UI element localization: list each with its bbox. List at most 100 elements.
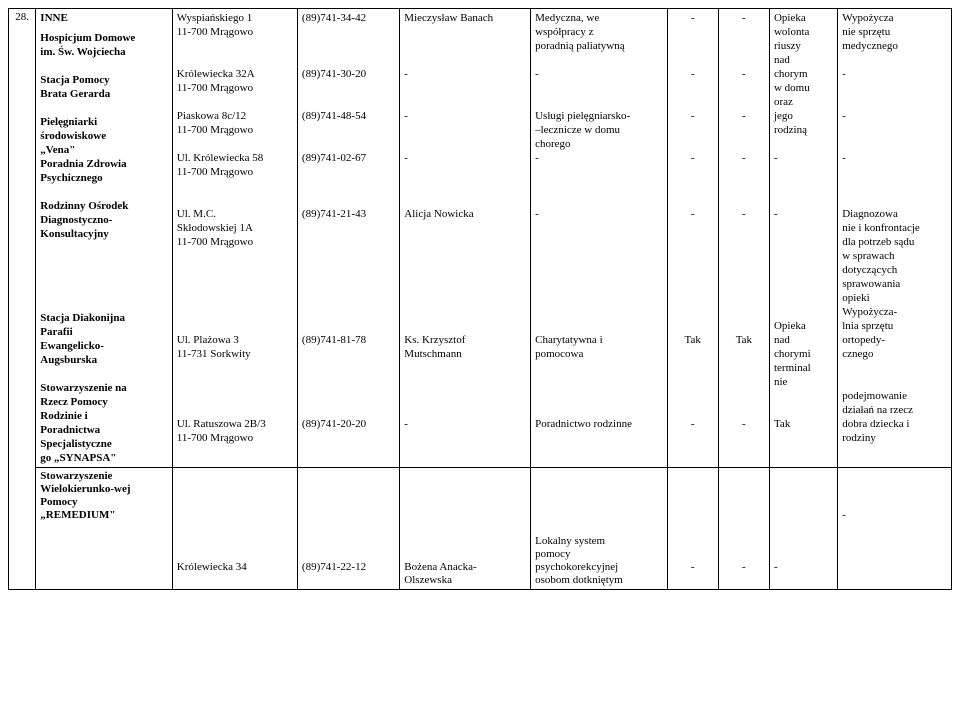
text-line: - (774, 561, 833, 574)
notes-cell: Wypożyczanie sprzętumedycznego---Diagnoz… (838, 9, 952, 468)
activity-cell-2: Lokalny systempomocypsychokorekcyjnejoso… (531, 468, 668, 590)
text-line: - (842, 151, 947, 165)
text-line: Królewiecka 32A (177, 67, 293, 81)
text-line: Poradnia Zdrowia (40, 157, 168, 171)
text-line: - (723, 417, 765, 431)
text-line: Ewangelicko- (40, 339, 168, 353)
text-line: (89)741-34-42 (302, 11, 395, 25)
text-line: Stacja Diakonijna (40, 311, 168, 325)
text-line: Konsultacyjny (40, 227, 168, 241)
text-line: - (404, 67, 526, 81)
text-line: 11-700 Mrągowo (177, 123, 293, 137)
text-line: dotyczących (842, 263, 947, 277)
text-line: Stowarzyszenie (40, 470, 168, 483)
phone-cell-2: (89)741-22-12 (297, 468, 399, 590)
text-line: pomocy (535, 548, 663, 561)
text-line: riuszy (774, 39, 833, 53)
address-cell-2: Królewiecka 34 (172, 468, 297, 590)
text-line: - (842, 109, 947, 123)
text-line: - (535, 207, 663, 221)
text-line: medycznego (842, 39, 947, 53)
text-line: Parafii (40, 325, 168, 339)
text-line: współpracy z (535, 25, 663, 39)
text-line: Mieczysław Banach (404, 11, 526, 25)
text-line: „Vena" (40, 143, 168, 157)
person-cell: Mieczysław Banach - - - Alicja Nowicka Ks. Kr… (400, 9, 531, 468)
text-line: 11-731 Sorkwity (177, 347, 293, 361)
text-line: oraz (774, 95, 833, 109)
text-line: nie i konfrontacje (842, 221, 947, 235)
text-line: pomocowa (535, 347, 663, 361)
care-cell-2: - (769, 468, 837, 590)
text-line: - (672, 561, 714, 574)
text-line: - (774, 151, 833, 165)
text-line: w domu (774, 81, 833, 95)
text-line: Bożena Anacka- (404, 561, 526, 574)
text-line: ortopedy- (842, 333, 947, 347)
text-line: Wypożycza (842, 11, 947, 25)
text-line: Ul. Ratuszowa 2B/3 (177, 417, 293, 431)
text-line: Opieka (774, 319, 833, 333)
text-line: - (774, 207, 833, 221)
text-line: 11-700 Mrągowo (177, 165, 293, 179)
notes-cell-2: - (838, 468, 952, 590)
text-line: jego (774, 109, 833, 123)
text-line: Poradnictwo rodzinne (535, 417, 663, 431)
text-line: Charytatywna i (535, 333, 663, 347)
text-line: 11-700 Mrągowo (177, 235, 293, 249)
text-line: „REMEDIUM" (40, 509, 168, 522)
care-cell: Opiekawolontariuszynadchorymw domuorazje… (769, 9, 837, 468)
flag2-cell-2: - (718, 468, 769, 590)
text-line: chorymi (774, 347, 833, 361)
name-cell: INNEHospicjum Domoweim. Św. WojciechaSta… (36, 9, 173, 468)
text-line: - (672, 109, 714, 123)
text-line: opieki (842, 291, 947, 305)
text-line: terminal (774, 361, 833, 375)
text-line: - (723, 561, 765, 574)
text-line: im. Św. Wojciecha (40, 45, 168, 59)
row-number: 28. (15, 11, 29, 23)
text-line: (89)741-81-78 (302, 333, 395, 347)
text-line: Wielokierunko-wej (40, 483, 168, 496)
text-line: - (723, 67, 765, 81)
text-line: Tak (774, 417, 833, 431)
text-line: (89)741-20-20 (302, 417, 395, 431)
phone-cell: (89)741-34-42(89)741-30-20(89)741-48-54(… (297, 9, 399, 468)
text-line: (89)741-22-12 (302, 561, 395, 574)
text-line: - (723, 109, 765, 123)
text-line: Królewiecka 34 (177, 561, 293, 574)
text-line: 11-700 Mrągowo (177, 431, 293, 445)
text-line: Skłodowskiej 1A (177, 221, 293, 235)
section-header: INNE (40, 11, 168, 25)
text-line: - (842, 509, 947, 522)
text-line: - (404, 151, 526, 165)
text-line: - (723, 151, 765, 165)
row-number-cell: 28. (9, 9, 36, 590)
text-line: Brata Gerarda (40, 87, 168, 101)
text-line: Diagnozowa (842, 207, 947, 221)
flag1-cell-2: - (667, 468, 718, 590)
text-line: Psychicznego (40, 171, 168, 185)
text-line: - (404, 417, 526, 431)
text-line: nie sprzętu (842, 25, 947, 39)
text-line: cznego (842, 347, 947, 361)
text-line: Ul. M.C. (177, 207, 293, 221)
person-cell-2: Bożena Anacka-Olszewska (400, 468, 531, 590)
text-line: chorym (774, 67, 833, 81)
activity-cell: Medyczna, wewspółpracy zporadnią paliaty… (531, 9, 668, 468)
text-line: Wypożycza- (842, 305, 947, 319)
document-table: 28. INNEHospicjum Domoweim. Św. Wojciech… (8, 8, 952, 590)
text-line: Alicja Nowicka (404, 207, 526, 221)
text-line: Rodzinny Ośrodek (40, 199, 168, 213)
text-line: Pielęgniarki (40, 115, 168, 129)
text-line: Ks. Krzysztof (404, 333, 526, 347)
text-line: dobra dziecka i (842, 417, 947, 431)
text-line: w sprawach (842, 249, 947, 263)
text-line: Rodzinie i (40, 409, 168, 423)
text-line: wolonta (774, 25, 833, 39)
text-line: - (672, 11, 714, 25)
text-line: - (404, 109, 526, 123)
text-line: Rzecz Pomocy (40, 395, 168, 409)
text-line: lnia sprzętu (842, 319, 947, 333)
flag1-cell: -----Tak- (667, 9, 718, 468)
